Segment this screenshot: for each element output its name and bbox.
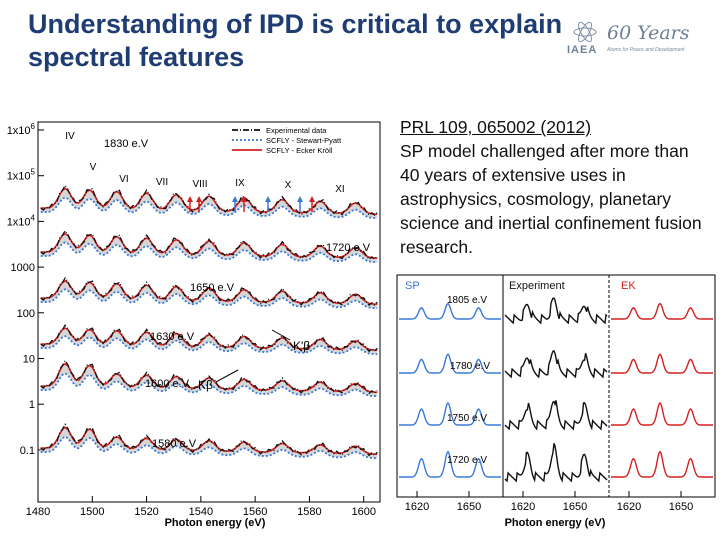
right-x-tick-label: 1620 <box>405 501 429 513</box>
left-y-tick-label: 100 <box>17 308 35 320</box>
ion-stage-label: VIII <box>192 179 207 190</box>
logo-tagline: Atoms for Peace and Development <box>607 47 685 53</box>
left-x-tick-label: 1500 <box>80 506 104 518</box>
legend-entry: SCFLY - Stewart-Pyatt <box>266 136 342 145</box>
right-temperature-label: 1750 e.V <box>447 413 487 424</box>
ion-stage-label: VII <box>156 177 168 188</box>
left-spectrum-fill-4 <box>40 363 378 397</box>
left-spectrum-sp-0 <box>40 196 378 220</box>
left-temperature-label: 1650 e.V <box>190 282 235 294</box>
right-x-tick-label: 1650 <box>669 501 693 513</box>
right-spectrum-1-3 <box>504 443 608 483</box>
left-y-tick-label: 1000 <box>11 262 35 274</box>
left-x-tick-label: 1580 <box>297 506 321 518</box>
k-beta-label: Kβ <box>198 378 213 392</box>
left-spectrum-exp-2 <box>40 276 378 307</box>
legend-entry: Experimental data <box>266 126 327 135</box>
left-spectrum-sp-1 <box>40 241 378 264</box>
right-x-tick-label: 1620 <box>511 501 535 513</box>
k-prime-beta-label: K'β <box>293 339 310 353</box>
legend-entry: SCFLY - Ecker Kröll <box>266 146 333 155</box>
left-temperature-label: 1720 e.V <box>326 242 371 254</box>
ion-arrow-head <box>241 196 247 202</box>
left-temperature-label: 1580 e.V <box>152 438 197 450</box>
left-temperature-label: 1830 e.V <box>104 138 149 150</box>
left-temperature-label: 1600 e.V <box>145 378 190 390</box>
left-y-tick-label: 1x104 <box>7 213 36 228</box>
ion-arrow-head <box>232 196 238 202</box>
ion-stage-label: IV <box>65 131 75 142</box>
reference-text: SP model challenged after more than 40 y… <box>400 141 702 257</box>
title-line-2: spectral features <box>28 42 245 72</box>
left-y-tick-label: 1x106 <box>7 122 36 137</box>
left-y-tick-label: 10 <box>23 354 35 366</box>
right-spectrum-2-0 <box>611 302 713 320</box>
slide-title: Understanding of IPD is critical to expl… <box>28 8 588 74</box>
ion-arrow-head <box>297 196 303 202</box>
left-spectrum-exp-5 <box>40 423 378 457</box>
left-spectrum-fill-5 <box>40 427 378 459</box>
k-beta-arrow <box>215 369 239 383</box>
right-spectrum-0-1 <box>399 353 501 374</box>
reference-block: PRL 109, 065002 (2012) SP model challeng… <box>400 115 710 259</box>
right-panel-title: Experiment <box>509 280 565 292</box>
left-temperature-label: 1630 e.V <box>150 331 195 343</box>
right-temperature-label: 1780 e.V <box>450 361 490 372</box>
right-spectra-chart: SP Experiment EK 1805 e.V 1780 e.V 1750 e.V 1… <box>396 274 716 529</box>
right-x-axis-label: Photon energy (eV) <box>505 517 606 529</box>
right-temperature-label: 1805 e.V <box>447 295 487 306</box>
logo-org-text: IAEA <box>567 44 598 56</box>
logo-years-text: 60 Years <box>607 22 690 44</box>
right-spectrum-2-2 <box>611 401 713 426</box>
left-x-tick-label: 1540 <box>189 506 213 518</box>
title-line-1: Understanding of IPD is critical to expl… <box>28 9 563 39</box>
right-spectrum-2-3 <box>611 450 713 478</box>
ion-arrow-head <box>265 196 271 202</box>
left-y-tick-label: 1x105 <box>7 168 36 183</box>
left-spectrum-sp-5 <box>40 435 378 460</box>
right-spectrum-0-2 <box>399 401 501 426</box>
ion-arrow-head <box>309 196 315 202</box>
reference-citation: PRL 109, 065002 (2012) <box>400 117 592 137</box>
right-spectrum-1-2 <box>504 400 608 431</box>
ion-stage-label: IX <box>235 178 245 189</box>
atom-icon <box>573 22 597 42</box>
right-spectrum-1-0 <box>504 297 608 325</box>
ion-stage-label: V <box>90 162 97 173</box>
ion-stage-label: XI <box>335 184 344 195</box>
right-x-tick-label: 1650 <box>563 501 587 513</box>
right-spectrum-0-0 <box>399 302 501 320</box>
ion-arrow-head <box>187 196 193 202</box>
right-x-tick-label: 1620 <box>617 501 641 513</box>
right-spectrum-0-3 <box>399 450 501 478</box>
ion-stage-label: X <box>285 180 292 191</box>
right-temperature-label: 1720 e.V <box>447 455 487 466</box>
ion-arrow-head <box>196 196 202 202</box>
ion-stage-label: VI <box>119 174 128 185</box>
k-prime-beta-arrow <box>271 329 291 341</box>
left-x-tick-label: 1600 <box>351 506 375 518</box>
right-spectrum-1-1 <box>504 350 608 379</box>
left-y-tick-label: 0.1 <box>20 445 35 457</box>
right-spectrum-2-1 <box>611 353 713 374</box>
left-x-tick-label: 1560 <box>243 506 267 518</box>
right-x-tick-label: 1650 <box>457 501 481 513</box>
iaea-60-years-logo: 60 Years IAEA Atoms for Peace and Develo… <box>565 18 715 60</box>
left-spectra-chart: 1x106 1x105 1x104 1000 100 10 1 0.1 1480 1500 152… <box>7 121 381 529</box>
left-spectrum-exp-4 <box>40 359 378 395</box>
right-panel-title: SP <box>405 280 420 292</box>
left-x-axis-label: Photon energy (eV) <box>165 517 266 529</box>
left-spectrum-sp-3 <box>40 335 378 356</box>
left-spectrum-exp-3 <box>40 324 378 353</box>
left-y-tick-label: 1 <box>29 399 35 411</box>
left-spectrum-exp-1 <box>40 229 378 261</box>
left-x-tick-label: 1520 <box>134 506 158 518</box>
left-x-tick-label: 1480 <box>26 506 50 518</box>
left-spectrum-exp-0 <box>40 184 378 217</box>
right-panel-title: EK <box>621 280 636 292</box>
